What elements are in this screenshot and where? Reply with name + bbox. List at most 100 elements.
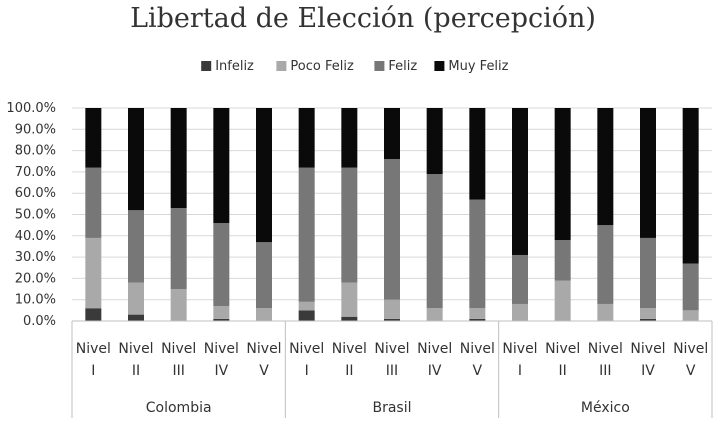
bar-segment-muy-feliz: [128, 108, 144, 211]
bar-segment-muy-feliz: [512, 108, 528, 255]
legend-label: Feliz: [388, 59, 417, 74]
y-tick-label: 0.0%: [23, 314, 56, 329]
x-tick-label-level: II: [132, 363, 140, 379]
y-tick-label: 20.0%: [15, 271, 56, 286]
x-tick-label-level: I: [518, 363, 522, 379]
x-tick-label-level: I: [91, 363, 95, 379]
bar-segment-feliz: [469, 199, 486, 309]
bar-segment-muy-feliz: [426, 108, 443, 175]
group-label: México: [581, 400, 630, 416]
bar-segment-poco-feliz: [469, 308, 486, 319]
x-tick-label-level: III: [172, 363, 184, 379]
y-tick-label: 100.0%: [6, 101, 56, 116]
bar-segment-feliz: [85, 167, 102, 238]
x-tick-label-level: IV: [428, 363, 442, 379]
x-tick-label-level: V: [473, 363, 483, 379]
bar-segment-poco-feliz: [426, 308, 443, 321]
x-tick-label-level: II: [345, 363, 353, 379]
x-tick-label-level: III: [386, 363, 398, 379]
x-tick-label: Nivel: [161, 341, 196, 357]
bar-segment-feliz: [256, 242, 272, 309]
x-tick-label-level: IV: [641, 363, 655, 379]
x-tick-label: Nivel: [76, 341, 111, 357]
bar-segment-poco-feliz: [170, 289, 187, 321]
legend-swatch: [374, 61, 385, 71]
y-tick-label: 30.0%: [15, 250, 56, 265]
y-tick-label: 50.0%: [15, 208, 56, 223]
bar-segment-feliz: [554, 240, 571, 281]
legend-swatch: [434, 61, 445, 71]
x-tick-label: Nivel: [630, 341, 665, 357]
bar-segment-poco-feliz: [682, 310, 699, 321]
bar-segment-poco-feliz: [384, 299, 400, 319]
bar-segment-poco-feliz: [512, 303, 528, 321]
bar-segment-feliz: [426, 174, 443, 309]
x-tick-label: Nivel: [332, 341, 367, 357]
bar-segment-muy-feliz: [170, 108, 187, 209]
y-tick-label: 10.0%: [15, 293, 56, 308]
x-tick-label: Nivel: [417, 341, 452, 357]
x-tick-label: Nivel: [246, 341, 281, 357]
bar-segment-infeliz: [640, 318, 656, 321]
bar-segment-feliz: [298, 167, 315, 302]
bar-segment-poco-feliz: [256, 308, 272, 321]
x-tick-label: Nivel: [374, 341, 409, 357]
bar-segment-muy-feliz: [298, 108, 315, 168]
x-tick-label: Nivel: [460, 341, 495, 357]
bar-segment-poco-feliz: [128, 282, 144, 315]
legend-swatch: [201, 61, 212, 71]
bar-segment-poco-feliz: [213, 306, 230, 319]
bars: [85, 108, 699, 321]
bar-segment-infeliz: [128, 314, 144, 321]
bar-segment-feliz: [597, 225, 614, 304]
x-tick-label: Nivel: [588, 341, 623, 357]
y-tick-label: 80.0%: [15, 144, 56, 159]
x-axis: NivelINivelIINivelIIINivelIVNivelVColomb…: [71, 320, 713, 418]
bar-segment-muy-feliz: [682, 108, 699, 264]
bar-segment-muy-feliz: [341, 108, 358, 168]
legend: Infeliz Poco Feliz Feliz Muy Feliz: [201, 59, 509, 74]
bar-segment-muy-feliz: [256, 108, 272, 243]
x-tick-label-level: II: [559, 363, 567, 379]
x-tick-label: Nivel: [289, 341, 324, 357]
bar-segment-infeliz: [213, 318, 230, 321]
bar-segment-muy-feliz: [384, 108, 400, 160]
bar-segment-muy-feliz: [85, 108, 102, 168]
x-tick-label: Nivel: [545, 341, 580, 357]
y-tick-label: 60.0%: [15, 186, 56, 201]
x-tick-label: Nivel: [204, 341, 239, 357]
bar-segment-feliz: [341, 167, 358, 283]
bar-segment-feliz: [170, 208, 187, 290]
y-tick-label: 90.0%: [15, 122, 56, 137]
bar-segment-poco-feliz: [554, 280, 571, 321]
bar-segment-infeliz: [469, 318, 486, 321]
bar-segment-feliz: [512, 254, 528, 304]
bar-segment-muy-feliz: [640, 108, 656, 238]
legend-swatch: [276, 61, 287, 71]
legend-label: Infeliz: [215, 59, 254, 74]
bar-segment-poco-feliz: [341, 282, 358, 317]
x-tick-label-level: III: [599, 363, 611, 379]
bar-segment-poco-feliz: [597, 303, 614, 321]
bar-segment-feliz: [640, 237, 656, 309]
bar-segment-infeliz: [341, 316, 358, 321]
y-tick-label: 40.0%: [15, 229, 56, 244]
x-tick-label-level: IV: [214, 363, 228, 379]
y-tick-label: 70.0%: [15, 165, 56, 180]
bar-segment-poco-feliz: [85, 237, 102, 309]
x-tick-label-level: V: [259, 363, 269, 379]
bar-segment-muy-feliz: [469, 108, 486, 200]
bar-segment-infeliz: [85, 308, 102, 321]
bar-segment-muy-feliz: [554, 108, 571, 241]
bar-segment-feliz: [213, 223, 230, 307]
legend-label: Muy Feliz: [448, 59, 508, 74]
bar-segment-feliz: [682, 263, 699, 311]
bar-segment-infeliz: [298, 310, 315, 321]
x-tick-label: Nivel: [118, 341, 153, 357]
bar-segment-muy-feliz: [597, 108, 614, 226]
x-tick-label: Nivel: [502, 341, 537, 357]
bar-segment-infeliz: [384, 318, 400, 321]
chart-title: Libertad de Elección (percepción): [130, 3, 596, 34]
